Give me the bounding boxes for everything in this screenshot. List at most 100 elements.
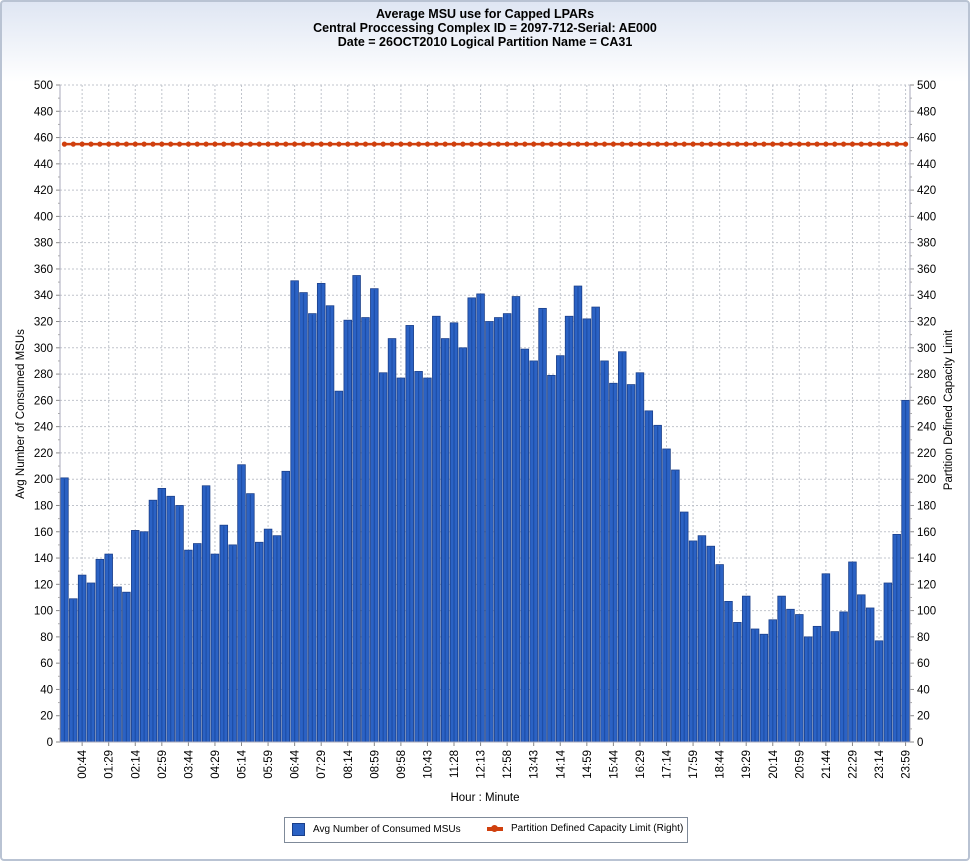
bar-highlight (488, 322, 491, 742)
y-right-tick-label: 280 (917, 369, 936, 381)
y-right-tick-label: 400 (917, 211, 936, 223)
bar-highlight (462, 348, 464, 742)
bar-highlight (727, 602, 730, 742)
chart-subtitle-2: Date = 26OCT2010 Logical Partition Name … (337, 35, 633, 49)
capacity-point (230, 141, 236, 147)
x-tick-label: 23:59 (901, 750, 913, 779)
bar-highlight (90, 584, 92, 742)
bar-highlight (382, 373, 384, 742)
y-tick-label: 240 (34, 422, 53, 434)
capacity-point (823, 141, 829, 147)
capacity-point (522, 141, 528, 147)
x-tick-label: 20:14 (768, 749, 780, 778)
capacity-point (725, 141, 732, 147)
y-axis-right-label: Partition Defined Capacity Limit (943, 329, 955, 490)
capacity-point (354, 141, 360, 147)
bar-highlight (471, 298, 473, 742)
bar-highlight (152, 501, 154, 742)
x-tick-label: 12:58 (502, 750, 514, 779)
bar-highlight (329, 306, 331, 742)
y-tick-label: 440 (34, 159, 53, 171)
y-tick-label: 200 (34, 474, 53, 486)
capacity-point (779, 141, 785, 147)
bar-highlight (364, 318, 367, 742)
capacity-point (327, 141, 333, 147)
capacity-point (451, 141, 457, 147)
bar-highlight (533, 361, 535, 742)
x-tick-label: 17:14 (662, 749, 674, 778)
bar-highlight (745, 597, 747, 742)
bar-highlight (781, 597, 783, 742)
capacity-point (894, 141, 900, 147)
bar-highlight (108, 555, 110, 742)
y-right-tick-label: 440 (917, 159, 936, 171)
y-tick-label: 80 (40, 632, 53, 644)
x-tick-label: 20:59 (794, 750, 806, 779)
bar-highlight (577, 287, 579, 742)
capacity-point (575, 141, 581, 147)
y-right-tick-label: 220 (917, 448, 936, 460)
bar-highlight (595, 308, 597, 742)
x-tick-label: 05:14 (237, 749, 249, 778)
chart-subtitle-1: Central Proccessing Complex ID = 2097-71… (313, 21, 657, 35)
capacity-point (619, 141, 625, 147)
capacity-point (336, 141, 342, 147)
bar-highlight (665, 449, 668, 742)
bar-highlight (311, 314, 313, 742)
bar-highlight (143, 532, 145, 742)
capacity-point (885, 141, 891, 147)
y-axis-label: Avg Number of Consumed MSUs (15, 329, 27, 499)
bar-highlight (302, 293, 305, 742)
x-tick-label: 17:59 (688, 750, 700, 779)
capacity-point (371, 141, 377, 147)
y-tick-label: 300 (34, 343, 53, 355)
capacity-point (389, 141, 395, 147)
y-tick-label: 0 (47, 737, 53, 749)
x-tick-label: 15:44 (608, 749, 620, 778)
capacity-point (460, 141, 466, 147)
bar-highlight (63, 478, 66, 742)
y-right-tick-label: 200 (917, 474, 936, 486)
bar-highlight (267, 530, 269, 742)
capacity-point (734, 141, 740, 147)
capacity-point (743, 141, 749, 147)
capacity-point (132, 141, 138, 147)
x-tick-label: 13:43 (529, 750, 541, 779)
capacity-point (504, 141, 510, 147)
capacity-point (601, 141, 608, 147)
y-tick-label: 360 (34, 264, 53, 276)
bar-highlight (763, 635, 765, 742)
bar-highlight (825, 574, 827, 742)
bar-highlight (240, 465, 243, 742)
bar-highlight (612, 384, 614, 742)
capacity-point (849, 141, 856, 147)
plot-area (60, 85, 910, 742)
y-tick-label: 40 (40, 684, 53, 696)
capacity-point (752, 141, 758, 147)
capacity-point (655, 141, 661, 147)
capacity-point (531, 141, 537, 147)
capacity-point (539, 141, 546, 147)
x-tick-label: 02:59 (157, 750, 169, 779)
capacity-point (876, 141, 882, 147)
capacity-point (159, 141, 165, 147)
bar-highlight (81, 576, 83, 742)
bar-highlight (834, 632, 836, 742)
bar-highlight (187, 551, 189, 742)
bar-highlight (515, 297, 517, 742)
y-tick-label: 160 (34, 527, 53, 539)
capacity-point (114, 141, 121, 147)
x-tick-label: 01:29 (104, 750, 116, 779)
bar-highlight (373, 289, 375, 742)
capacity-point (858, 141, 864, 147)
y-tick-label: 380 (34, 238, 53, 250)
legend-label-capacity: Partition Defined Capacity Limit (Right) (511, 823, 684, 834)
y-right-tick-label: 140 (917, 553, 936, 565)
bar-highlight (417, 372, 420, 742)
capacity-point (398, 141, 404, 147)
y-right-tick-label: 320 (917, 317, 936, 329)
bar-highlight (541, 309, 544, 742)
bar-highlight (161, 489, 163, 742)
capacity-point (867, 141, 873, 147)
y-tick-label: 400 (34, 211, 53, 223)
